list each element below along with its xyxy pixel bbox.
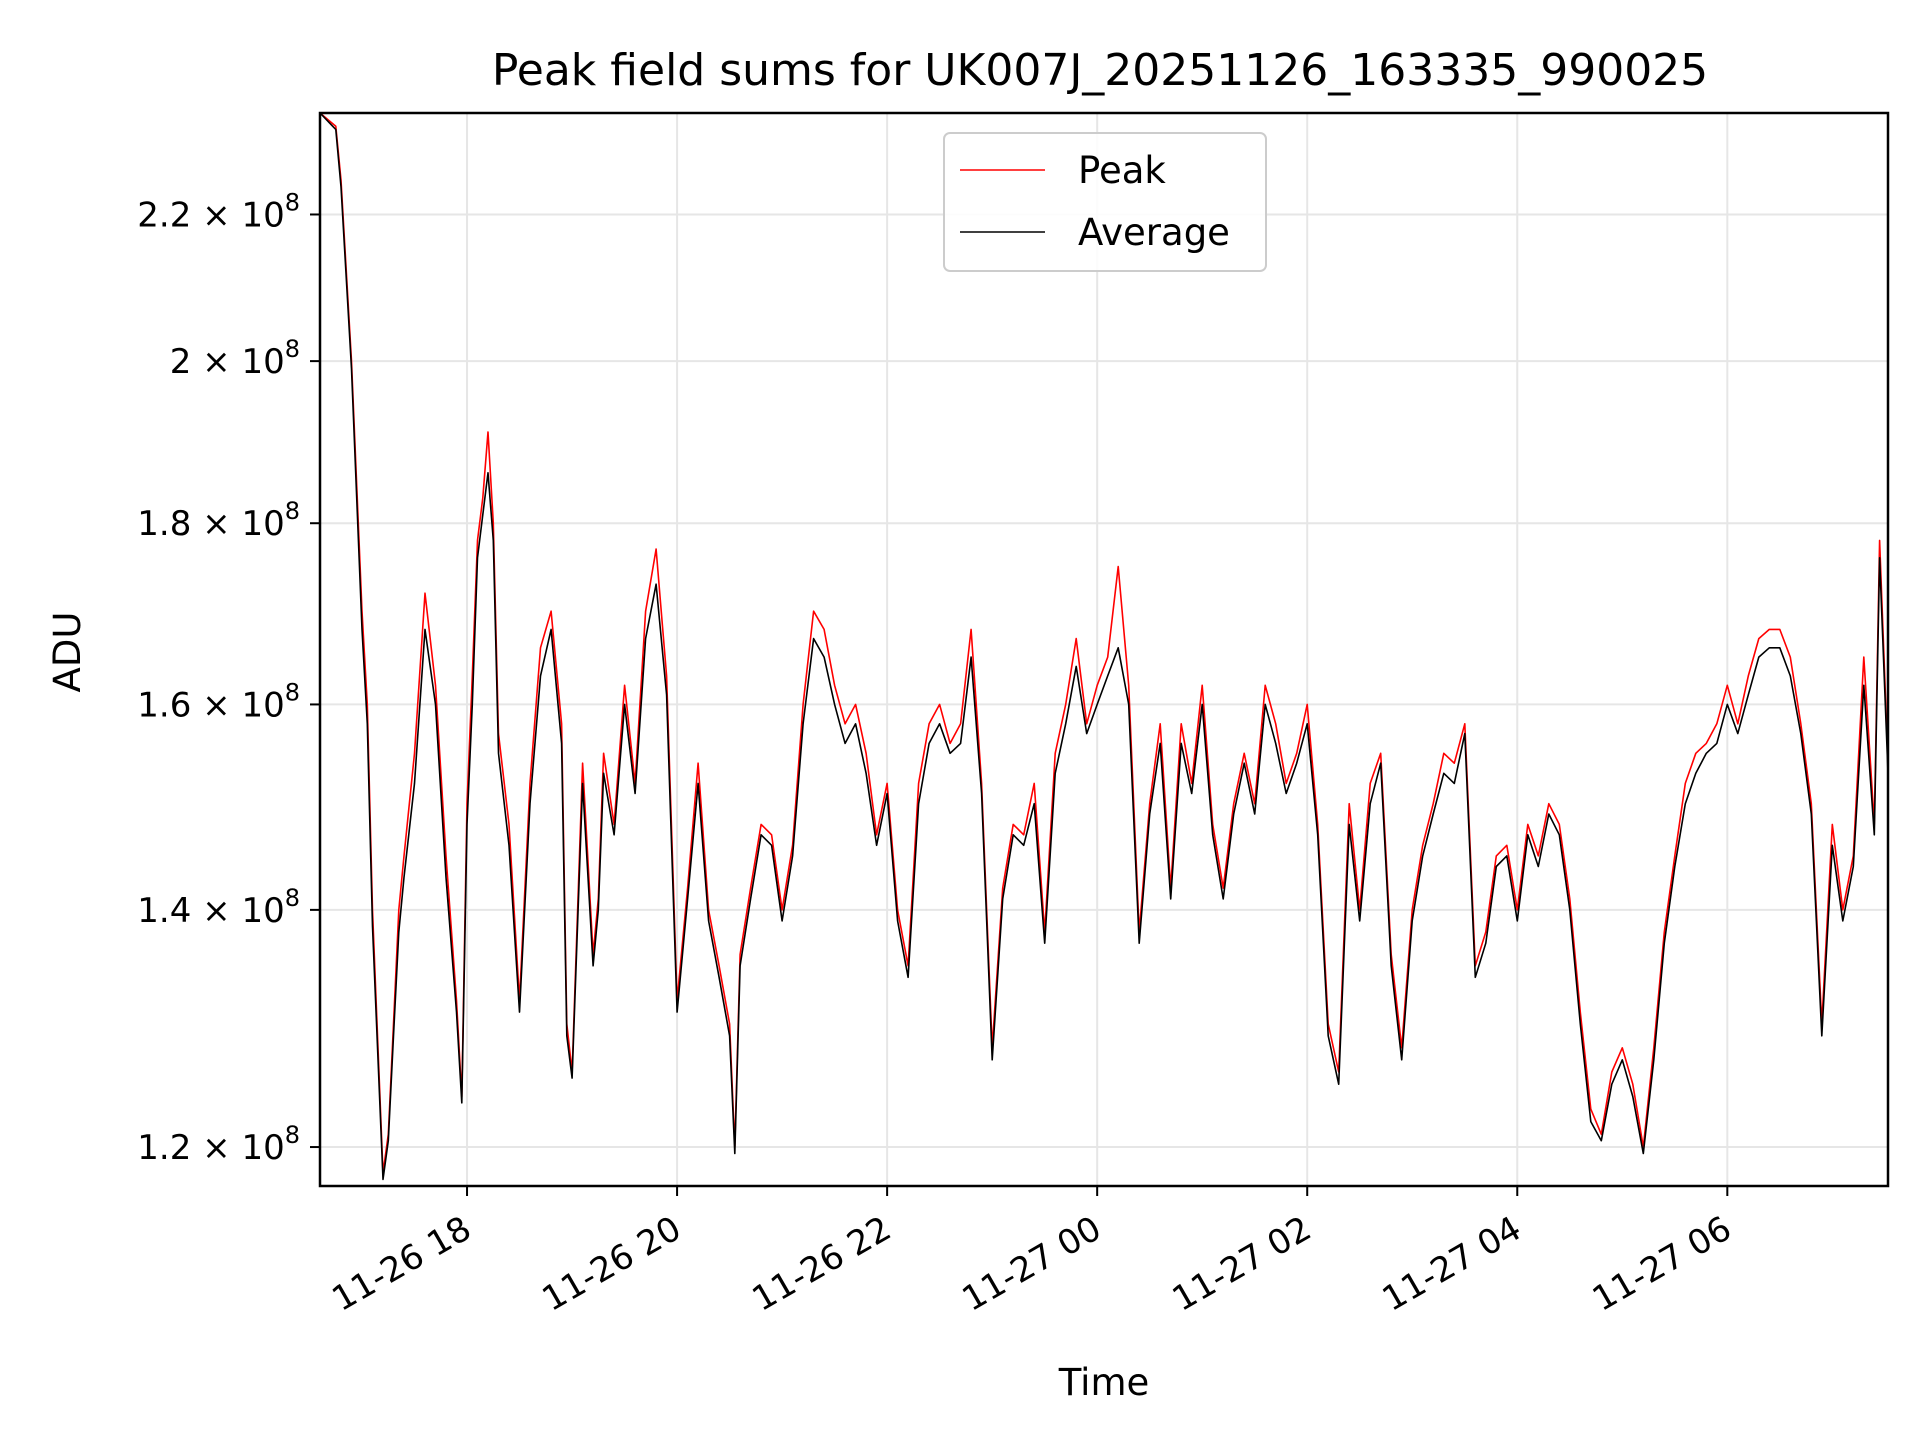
y-tick-mantissa: 1.2: [137, 1128, 202, 1168]
y-tick-exponent: 8: [285, 678, 300, 706]
plot-series: [320, 113, 1888, 1181]
y-tick-suffix: × 10: [202, 1128, 285, 1168]
legend-box: [943, 132, 1267, 272]
y-tick-mantissa: 1.8: [137, 504, 202, 544]
y-tick-suffix: × 10: [202, 685, 285, 725]
plot-area-frame: [318, 111, 1890, 1188]
y-tick-label: 2 × 108: [170, 335, 300, 382]
y-tick-exponent: 8: [285, 188, 300, 216]
grid-lines: [320, 113, 1888, 1186]
chart-title: Peak field sums for UK007J_20251126_1633…: [492, 45, 1708, 96]
y-tick-suffix: × 10: [202, 195, 285, 235]
y-tick-suffix: × 10: [202, 504, 285, 544]
legend-label-peak: Peak: [1078, 149, 1166, 192]
y-tick-label: 1.6 × 108: [137, 678, 300, 725]
y-tick-mantissa: 1.6: [137, 685, 202, 725]
series-line-average: [320, 113, 1888, 1181]
y-tick-exponent: 8: [285, 335, 300, 363]
y-tick-suffix: × 10: [202, 342, 285, 382]
y-tick-mantissa: 2: [170, 342, 202, 382]
y-axis-label: ADU: [46, 612, 89, 693]
y-tick-suffix: × 10: [202, 891, 285, 931]
y-tick-exponent: 8: [285, 1121, 300, 1149]
x-axis-label: Time: [1058, 1361, 1150, 1404]
legend-label-average: Average: [1078, 211, 1230, 254]
series-line-peak: [320, 113, 1888, 1174]
legend: Peak Average: [943, 132, 1267, 272]
y-tick-label: 2.2 × 108: [137, 188, 300, 235]
y-tick-label: 1.8 × 108: [137, 497, 300, 544]
y-tick-mantissa: 2.2: [137, 195, 202, 235]
y-tick-label: 1.4 × 108: [137, 884, 300, 931]
y-tick-exponent: 8: [285, 884, 300, 912]
y-tick-exponent: 8: [285, 497, 300, 525]
y-tick-label: 1.2 × 108: [137, 1121, 300, 1168]
y-tick-mantissa: 1.4: [137, 891, 202, 931]
